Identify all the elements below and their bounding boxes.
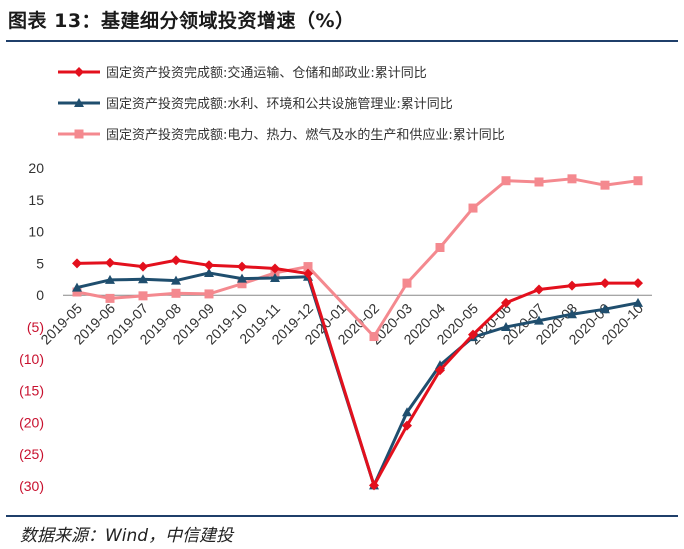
data-point: [600, 180, 610, 190]
data-point: [270, 273, 280, 283]
data-point: [369, 480, 379, 491]
data-point: [534, 284, 544, 295]
series-group: [72, 255, 643, 491]
data-point: [74, 129, 84, 139]
legend-item: 固定资产投资完成额:电力、热力、燃气及水的生产和供应业:累计同比: [58, 127, 505, 143]
chart-legend: 固定资产投资完成额:交通运输、仓储和邮政业:累计同比固定资产投资完成额:水利、环…: [58, 65, 505, 143]
data-point: [72, 282, 82, 292]
data-point: [204, 260, 214, 271]
series-line: [76, 271, 639, 487]
data-point: [468, 203, 478, 213]
data-point: [402, 278, 412, 288]
data-point: [138, 274, 148, 284]
data-point: [501, 322, 511, 331]
title-rule: [6, 40, 678, 42]
data-point: [402, 407, 412, 417]
y-axis: 20 15 10 5 0 (5) (10) (15) (20) (25) (30): [19, 160, 44, 494]
data-point: [633, 278, 643, 289]
data-point: [270, 263, 280, 274]
legend-label: 固定资产投资完成额:电力、热力、燃气及水的生产和供应业:累计同比: [106, 127, 505, 143]
series-group: [72, 174, 643, 342]
data-point: [171, 255, 181, 266]
y-tick-label: 15: [28, 192, 44, 208]
data-point: [138, 291, 148, 301]
data-point: [633, 176, 643, 186]
source-note: 数据来源：Wind，中信建投: [20, 526, 234, 546]
data-point: [600, 278, 610, 289]
legend-item: 固定资产投资完成额:交通运输、仓储和邮政业:累计同比: [58, 65, 427, 81]
y-tick-label: (25): [19, 446, 44, 462]
plot-series: [72, 174, 643, 491]
data-point: [72, 258, 82, 269]
data-point: [567, 174, 577, 184]
legend-label: 固定资产投资完成额:水利、环境和公共设施管理业:累计同比: [106, 96, 453, 112]
y-tick-label: (10): [19, 351, 44, 367]
data-point: [435, 365, 445, 376]
data-point: [534, 315, 544, 325]
data-point: [72, 287, 82, 297]
legend-label: 固定资产投资完成额:交通运输、仓储和邮政业:累计同比: [106, 65, 427, 81]
y-tick-label: (30): [19, 478, 44, 494]
figure-title: 图表 13：基建细分领域投资增速（%）: [8, 10, 355, 32]
data-point: [105, 274, 115, 284]
data-point: [402, 420, 412, 431]
data-point: [534, 177, 544, 187]
data-point: [74, 98, 84, 107]
data-point: [633, 297, 643, 307]
data-point: [74, 67, 84, 77]
data-point: [105, 293, 115, 303]
data-point: [171, 275, 181, 285]
legend-item: 固定资产投资完成额:水利、环境和公共设施管理业:累计同比: [58, 96, 453, 112]
bottom-rule: [6, 515, 678, 517]
data-point: [567, 309, 577, 319]
y-tick-label: 20: [28, 160, 44, 176]
data-point: [303, 268, 313, 279]
data-point: [567, 280, 577, 291]
data-point: [138, 261, 148, 272]
y-tick-label: (20): [19, 414, 44, 430]
y-tick-label: 10: [28, 224, 44, 240]
data-point: [171, 288, 181, 298]
data-point: [501, 297, 511, 308]
data-point: [204, 267, 214, 277]
data-point: [468, 329, 478, 340]
data-point: [105, 257, 115, 268]
data-point: [303, 262, 313, 272]
data-point: [435, 243, 445, 252]
y-tick-label: 5: [36, 255, 44, 271]
data-point: [237, 279, 247, 289]
data-point: [600, 304, 610, 314]
data-point: [237, 273, 247, 283]
series-group: [72, 267, 643, 490]
data-point: [237, 261, 247, 272]
y-tick-label: (5): [27, 319, 44, 335]
data-point: [501, 176, 511, 186]
x-axis: 2019-052019-062019-072019-082019-092019-…: [37, 294, 652, 348]
data-point: [369, 332, 379, 342]
y-tick-label: 0: [36, 287, 44, 303]
data-point: [204, 289, 214, 299]
y-tick-label: (15): [19, 383, 44, 399]
